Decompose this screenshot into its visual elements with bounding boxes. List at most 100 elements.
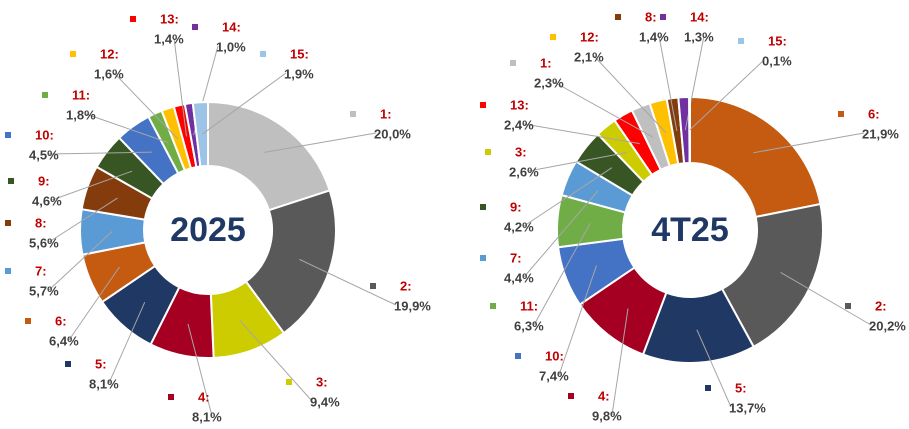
category-label: 14:	[690, 9, 709, 24]
value-label: 4,6%	[32, 193, 62, 208]
category-label: 12:	[580, 29, 599, 44]
leader-line	[85, 113, 169, 144]
category-label: 9:	[38, 173, 50, 188]
category-label: 6:	[868, 106, 880, 121]
legend-marker	[615, 14, 621, 20]
value-label: 6,4%	[49, 333, 79, 348]
leader-line	[187, 323, 213, 417]
category-label: 2:	[400, 278, 412, 293]
leader-line	[753, 132, 865, 154]
value-label: 1,0%	[216, 39, 246, 54]
leader-line	[48, 151, 152, 155]
value-label: 19,9%	[394, 298, 431, 313]
value-label: 2,6%	[509, 164, 539, 179]
leader-line	[68, 266, 120, 341]
category-label: 3:	[316, 374, 328, 389]
value-label: 2,3%	[534, 75, 564, 90]
category-label: 2:	[875, 298, 887, 313]
leader-line	[48, 231, 113, 291]
category-label: 15:	[290, 46, 309, 61]
legend-marker	[350, 111, 356, 117]
leader-line	[780, 271, 872, 326]
leader-line	[523, 167, 613, 227]
value-label: 1,6%	[94, 66, 124, 81]
legend-marker	[25, 318, 31, 324]
leader-line	[553, 81, 654, 138]
value-label: 8,1%	[192, 409, 222, 424]
value-label: 4,2%	[504, 219, 534, 234]
legend-marker	[130, 16, 136, 22]
legend-marker	[480, 255, 486, 261]
center-title: 2025	[170, 211, 246, 249]
value-label: 1,9%	[284, 66, 314, 81]
leader-line	[523, 190, 599, 278]
leader-line	[201, 72, 287, 135]
center-title: 4T25	[651, 211, 729, 249]
category-label: 4:	[598, 388, 610, 403]
donut-slice	[689, 95, 822, 219]
leader-line	[173, 37, 187, 137]
legend-marker	[65, 361, 71, 367]
value-label: 13,7%	[729, 400, 766, 415]
category-label: 9:	[510, 199, 522, 214]
leader-line	[658, 35, 678, 131]
value-label: 0,1%	[762, 53, 792, 68]
legend-marker	[705, 385, 711, 391]
category-label: 7:	[510, 250, 522, 265]
legend-marker	[568, 393, 574, 399]
category-label: 5:	[735, 380, 747, 395]
value-label: 20,0%	[374, 126, 411, 141]
category-label: 1:	[540, 55, 552, 70]
leader-line	[108, 302, 146, 384]
value-label: 2,4%	[504, 117, 534, 132]
category-label: 14:	[222, 19, 241, 34]
legend-marker	[550, 34, 556, 40]
legend-marker	[8, 178, 14, 184]
leader-line	[299, 258, 397, 306]
leader-line	[558, 265, 597, 376]
legend-marker	[485, 149, 491, 155]
category-label: 6:	[55, 313, 67, 328]
leader-line	[611, 308, 629, 416]
legend-marker	[515, 353, 521, 359]
category-label: 12:	[100, 46, 119, 61]
value-label: 1,3%	[684, 29, 714, 44]
legend-marker	[5, 268, 11, 274]
donut-slice	[720, 202, 824, 349]
leader-line	[696, 329, 732, 408]
value-label: 1,4%	[639, 29, 669, 44]
value-label: 1,4%	[154, 31, 184, 46]
value-label: 5,7%	[29, 283, 59, 298]
leader-line	[523, 123, 640, 145]
leader-line	[264, 132, 377, 153]
leader-line	[48, 197, 118, 243]
leader-line	[113, 72, 179, 140]
value-label: 20,2%	[869, 318, 906, 333]
category-label: 4:	[198, 389, 210, 404]
donut-slice	[207, 100, 331, 212]
leader-line	[528, 152, 627, 172]
category-label: 1:	[380, 106, 392, 121]
value-label: 7,4%	[539, 368, 569, 383]
legend-marker	[480, 102, 486, 108]
legend-marker	[490, 303, 496, 309]
legend-marker	[168, 394, 174, 400]
value-label: 6,3%	[514, 318, 544, 333]
legend-marker	[192, 24, 198, 30]
legend-marker	[260, 51, 266, 57]
legend-marker	[510, 60, 516, 66]
value-label: 9,8%	[592, 408, 622, 423]
legend-marker	[286, 379, 292, 385]
legend-marker	[370, 283, 376, 289]
legend-marker	[660, 14, 666, 20]
leader-line	[593, 55, 667, 134]
value-label: 4,5%	[29, 147, 59, 162]
leader-line	[51, 170, 133, 201]
value-label: 9,4%	[310, 394, 340, 409]
legend-marker	[42, 92, 48, 98]
value-label: 2,1%	[574, 49, 604, 64]
category-label: 11:	[520, 298, 538, 313]
category-label: 15:	[768, 33, 787, 48]
category-label: 3:	[515, 144, 527, 159]
